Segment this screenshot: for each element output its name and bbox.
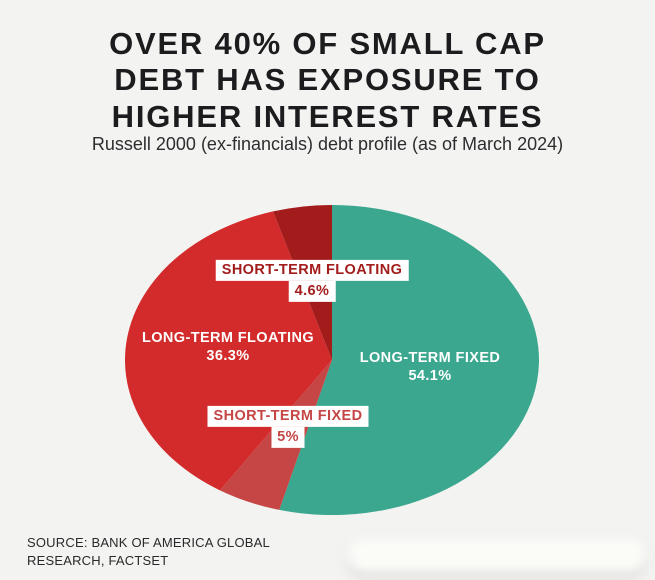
pie-label-long-term-floating: LONG-TERM FLOATING 36.3% <box>142 329 314 365</box>
source-attribution: SOURCE: BANK OF AMERICA GLOBAL RESEARCH,… <box>27 535 270 569</box>
title-line-3: HIGHER INTEREST RATES <box>111 98 544 134</box>
pie-label-name: LONG-TERM FIXED <box>359 349 501 366</box>
pie-slice-long-term-fixed <box>279 205 539 515</box>
pie-label-name: LONG-TERM FLOATING <box>141 329 315 346</box>
pie-label-value: 54.1% <box>408 368 452 384</box>
chart-subtitle: Russell 2000 (ex-financials) debt profil… <box>91 134 564 154</box>
pie-label-name: SHORT-TERM FLOATING <box>215 259 409 281</box>
title-line-2: DEBT HAS EXPOSURE TO <box>114 62 541 98</box>
title-line-1: OVER 40% OF SMALL CAP <box>109 26 546 61</box>
pie-label-name: SHORT-TERM FIXED <box>207 405 369 427</box>
pie-label-value: 4.6% <box>288 281 336 303</box>
pie-label-value: 5% <box>271 427 305 449</box>
pie-slice-long-term-floating <box>124 211 332 491</box>
page-title: OVER 40% OF SMALL CAP DEBT HAS EXPOSURE … <box>0 26 655 135</box>
pie-label-long-term-fixed: LONG-TERM FIXED 54.1% <box>360 349 501 385</box>
pie-label-short-term-fixed: SHORT-TERM FIXED 5% <box>207 405 369 449</box>
blurred-watermark <box>348 539 646 573</box>
pie-label-value: 36.3% <box>206 348 250 364</box>
pie-label-short-term-floating: SHORT-TERM FLOATING 4.6% <box>215 259 409 303</box>
